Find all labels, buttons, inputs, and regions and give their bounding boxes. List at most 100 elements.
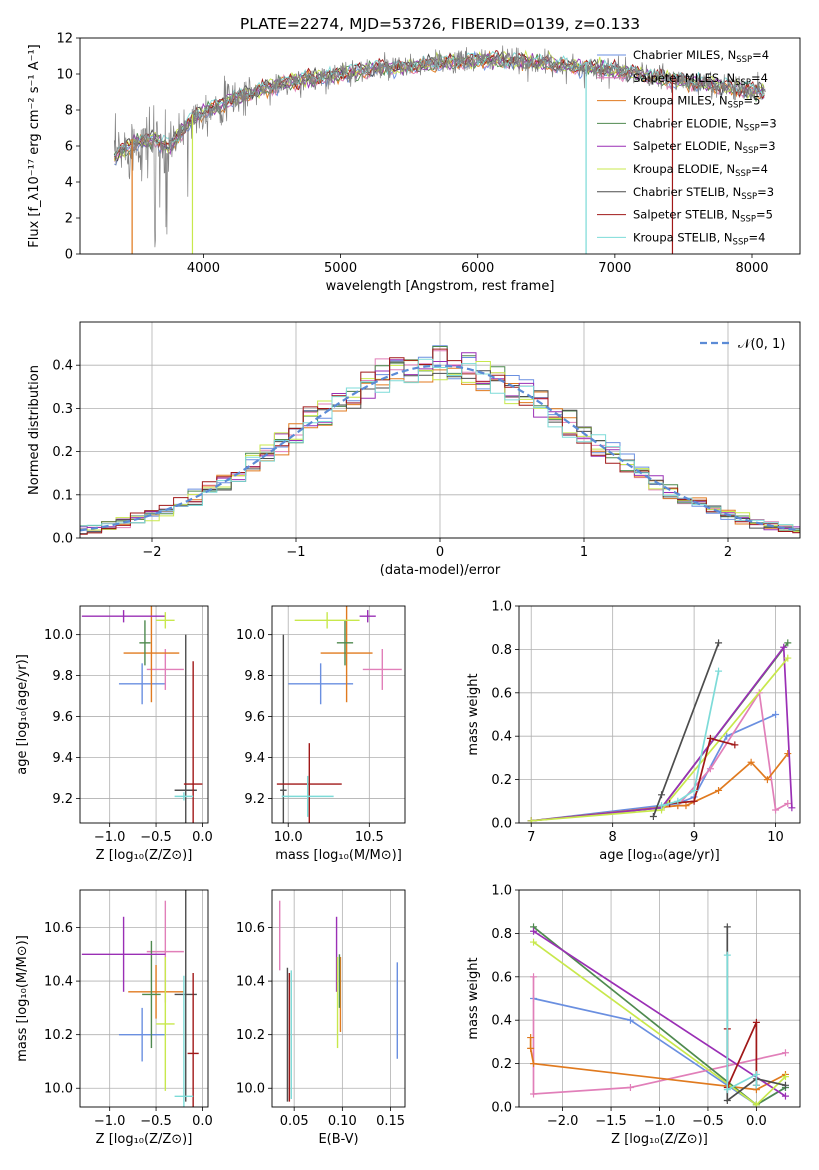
errorbar-point [276,743,342,823]
axes-frame [271,605,406,824]
x-axis-label: (data-model)/error [380,563,501,578]
mass-weight-marker [781,1092,789,1100]
mass-weight-line [669,737,736,805]
axes-frame [518,889,801,1108]
x-tick-label: −0.5 [140,830,172,845]
mass-weight-marker [784,639,792,647]
y-tick-label: 0.8 [491,927,512,942]
x-tick-label: 9 [690,830,698,845]
errorbar-point [320,606,373,703]
normal-reference-curve [80,364,800,532]
errorbar-point [359,610,376,623]
mass-weight-line [661,670,720,807]
errorbar-point [183,661,203,823]
mass-weight-line [531,644,793,822]
x-tick-label: 0.0 [192,830,213,845]
y-tick-label: 10 [56,68,73,83]
observed-spectrum-line [113,45,766,248]
y-tick-label: 9.4 [244,751,265,766]
y-tick-label: 0.4 [52,359,73,374]
errorbar-point [118,663,166,705]
errorbar-point [123,606,180,703]
errorbar-point [288,663,354,705]
y-tick-label: 0.2 [52,445,73,460]
mass-weight-marker [674,797,682,805]
y-tick-label: 0.4 [491,1014,512,1029]
mass-weight-marker [715,639,723,647]
panel-mass-vs-EBV: 0.05 0.10 0.15 10.0 10.2 10.4 10.6 E(B-V) [236,889,406,1147]
x-tick-label: 0.05 [280,1114,309,1129]
legend-entry: Kroupa STELIB, NSSP=4 [633,230,765,247]
panel-age-vs-mass: 10.0 10.5 9.2 9.4 9.6 9.8 10.0 mass [log₁₀(M/M⊙… [236,605,406,863]
y-tick-label: 10.2 [44,1028,73,1043]
mass-weight-marker [781,1081,789,1089]
x-axis-label: Z [log₁₀(Z/Z⊙)] [96,1132,193,1147]
x-tick-label: −1.5 [595,1114,627,1129]
axes-frame [79,37,801,255]
grid-mass-vs-EBV [272,890,405,1107]
y-tick-label: 9.6 [52,710,73,725]
axes-frame [518,605,801,824]
mass-weight-marker [530,1060,538,1068]
errorbar-point [187,973,199,1107]
panel-age-vs-Z: −1.0 −0.5 0.0 9.2 9.4 9.6 9.8 10.0 Z [log₁₀(Z/Z⊙… [15,605,213,863]
y-tick-label: 10.6 [44,921,73,936]
y-tick-label: 9.6 [244,710,265,725]
y-tick-label: 9.2 [52,792,73,807]
x-tick-label: 0.15 [376,1114,405,1129]
mass-weight-marker [706,765,714,773]
x-tick-label: 0.10 [328,1114,357,1129]
residual-histogram [80,348,800,535]
panel-weight-vs-age: 7 8 9 10 0.0 0.2 0.4 0.6 0.8 1.0 age [log₁₀(age/yr… [466,600,801,863]
x-tick-label: 10.5 [355,830,384,845]
mass-weight-marker [527,817,535,823]
x-axis-label: age [log₁₀(age/yr)] [599,848,720,863]
mass-weight-marker [752,1081,760,1089]
errorbar-point [146,648,184,690]
data-spectrum [113,45,766,254]
x-tick-label: 5000 [324,261,357,276]
residual-histogram [80,358,800,530]
x-axis-label: Z [log₁₀(Z/Z⊙)] [96,848,193,863]
errorbar-point [128,965,184,1019]
mass-weight-marker [626,1016,634,1024]
figure-title: PLATE=2274, MJD=53726, FIBERID=0139, z=0… [240,15,640,33]
x-tick-label: 8 [609,830,617,845]
x-tick-label: 0 [436,545,444,560]
mass-weight-marker [723,1086,731,1094]
y-tick-label: 0.0 [491,817,512,832]
residual-histogram [80,345,800,532]
mass-weight-marker [780,643,788,651]
y-tick-label: 10.6 [236,921,265,936]
errorbar-point [156,956,175,1091]
mass-weight-line [533,930,786,1097]
legend-entry: Salpeter ELODIE, NSSP=3 [633,139,776,156]
errorbar-point [174,792,194,801]
y-axis-label: Normed distribution [27,365,42,495]
mass-weight-marker [723,923,731,931]
x-tick-label: 0.0 [746,1114,767,1129]
legend-entry: Salpeter MILES, NSSP=4 [633,71,768,88]
errorbar-point [280,634,287,823]
mass-weight-marker [527,1044,535,1052]
y-axis-label: Flux [f_λ10⁻¹⁷ erg cm⁻² s⁻¹ A⁻¹] [27,44,42,248]
x-tick-label: 2 [724,545,732,560]
y-tick-label: 8 [65,104,73,119]
y-tick-label: 9.2 [244,792,265,807]
x-tick-label: 0.0 [192,1114,213,1129]
y-tick-label: 0.0 [52,532,73,547]
y-tick-label: 10.0 [44,1082,73,1097]
legend-entry: Chabrier MILES, NSSP=4 [633,48,769,65]
mass-weight-line [531,642,789,822]
mass-weight-marker [752,1070,760,1078]
mass-weight-marker [649,812,657,820]
errorbar-point [281,775,334,817]
x-tick-label: −1.0 [94,830,126,845]
legend-entry: Chabrier ELODIE, NSSP=3 [633,116,777,133]
mass-weight-line [531,657,789,822]
panel-weight-vs-Z: −2.0 −1.5 −1.0 −0.5 0.0 0.0 0.2 0.4 0.6 0.8 1.0 Z [… [466,884,801,1147]
mass-weight-marker [626,1083,634,1091]
y-axis-label: mass [log₁₀(M/M⊙)] [15,935,30,1062]
y-tick-label: 1.0 [491,884,512,899]
